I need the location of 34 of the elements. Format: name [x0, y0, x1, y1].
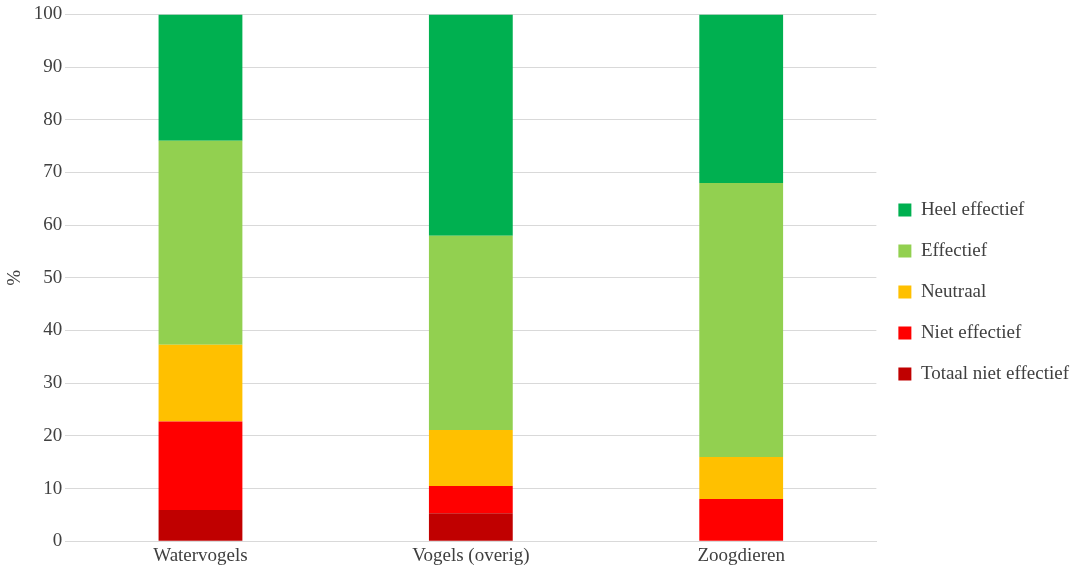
bar [428, 430, 513, 486]
y-tick-label: 100 [33, 2, 63, 24]
legend-label: Neutraal [920, 279, 987, 301]
y-tick-label: 0 [52, 529, 63, 551]
bar [428, 14, 513, 236]
y-tick-label: 10 [43, 476, 63, 498]
bar [158, 421, 243, 511]
bar [699, 499, 784, 541]
bar [428, 513, 513, 541]
x-tick-label: Zoogdieren [697, 543, 786, 565]
legend-label: Niet effectief [920, 320, 1022, 342]
bar [428, 485, 513, 514]
y-tick-label: 40 [43, 318, 63, 340]
y-tick-label: 50 [43, 265, 63, 287]
y-tick-label: 30 [43, 371, 63, 393]
bar [428, 235, 513, 431]
bar [699, 14, 784, 183]
y-tick-label: 80 [43, 107, 63, 129]
y-tick-label: 20 [43, 423, 63, 445]
bar [699, 182, 784, 457]
y-tick-label: 70 [43, 160, 63, 182]
y-tick-label: 90 [43, 55, 63, 77]
bar [158, 344, 243, 422]
bar [158, 510, 243, 541]
y-tick-label: 60 [43, 213, 63, 235]
x-tick-label: Watervogels [153, 543, 248, 565]
legend-label: Effectief [920, 238, 988, 260]
legend-label: Totaal niet effectief [920, 361, 1070, 383]
bar [158, 14, 243, 141]
bar [699, 456, 784, 500]
bar [158, 140, 243, 345]
legend-label: Heel effectief [920, 197, 1026, 219]
x-tick-label: Vogels (overig) [412, 543, 530, 566]
y-axis-title: % [3, 269, 25, 286]
